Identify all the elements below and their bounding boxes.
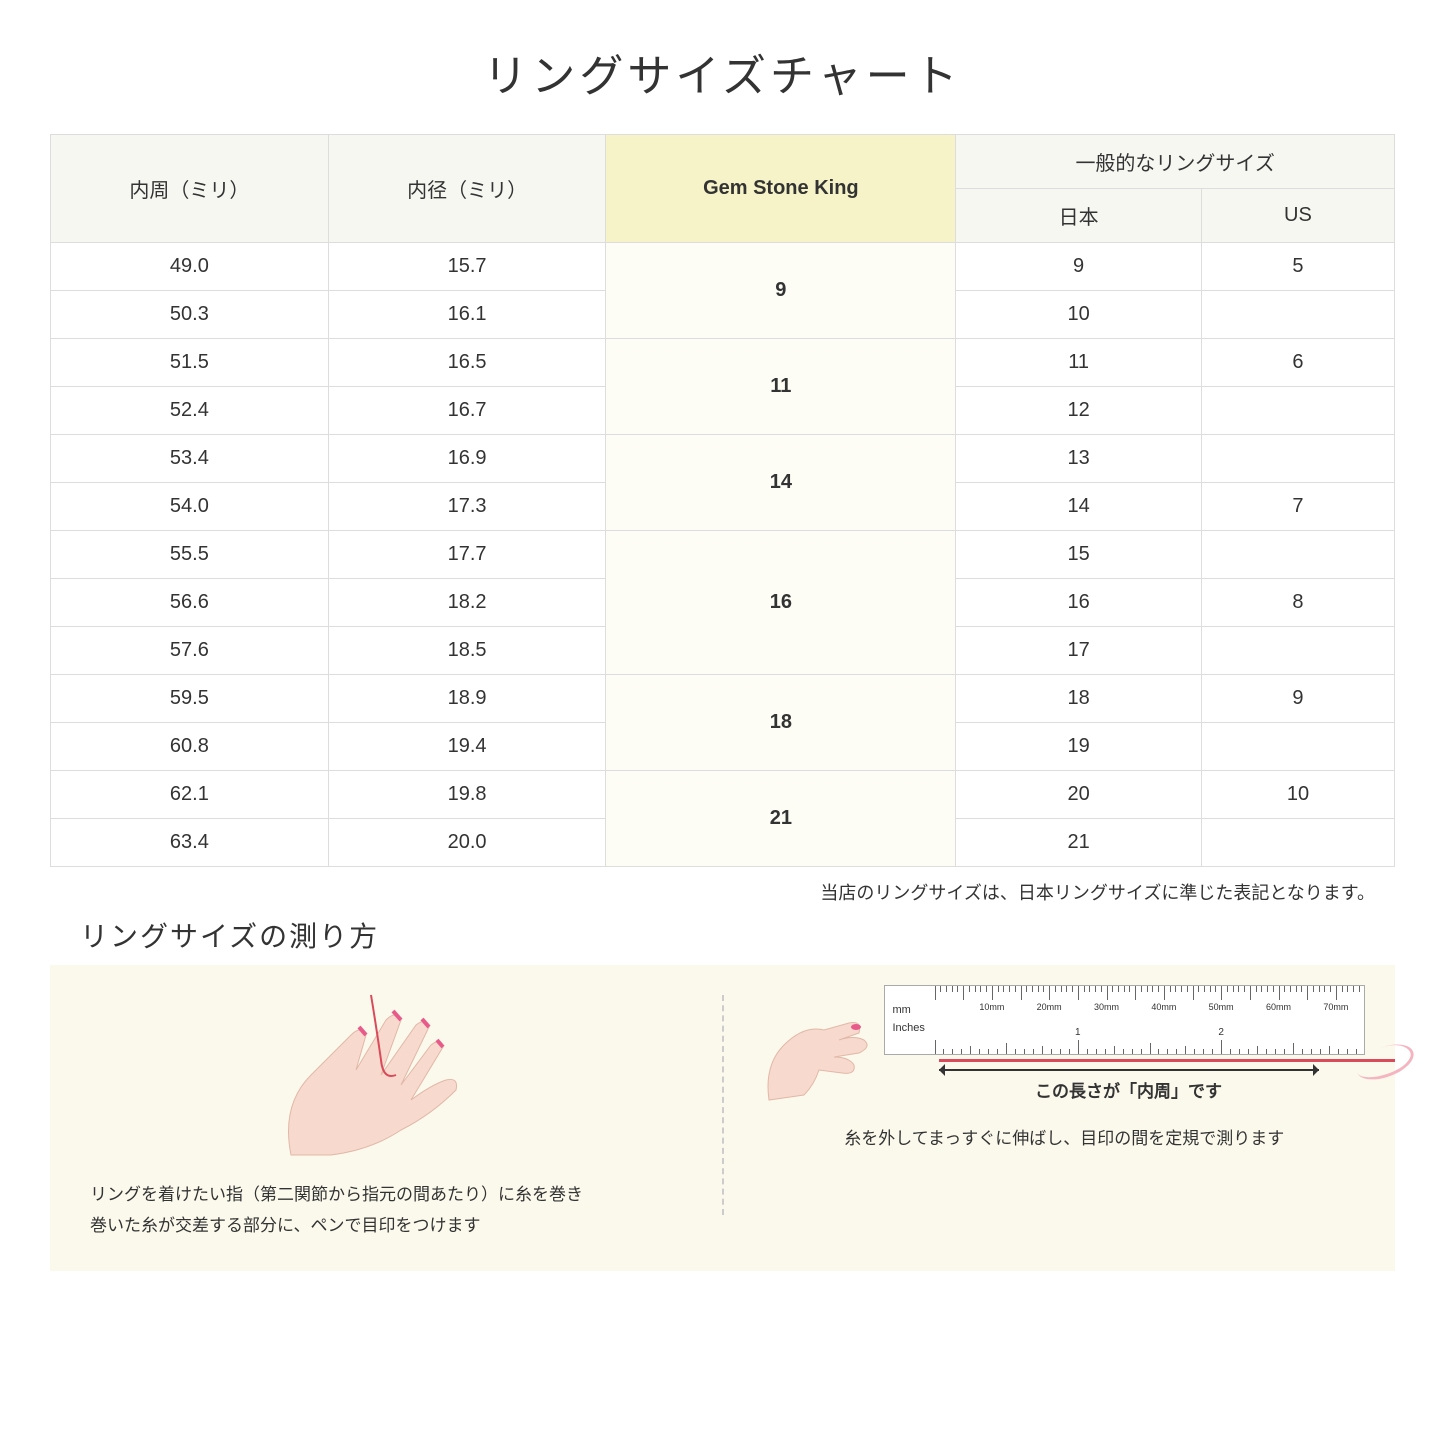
ruler-illustration: 10mm20mm30mm40mm50mm60mm70mm mm Inches 1… bbox=[884, 985, 1366, 1055]
measurement-arrow bbox=[939, 1069, 1319, 1071]
step-2: 10mm20mm30mm40mm50mm60mm70mm mm Inches 1… bbox=[764, 985, 1366, 1241]
th-japan: 日本 bbox=[956, 189, 1202, 243]
thread-line bbox=[939, 1059, 1396, 1062]
table-row: 55.517.71615 bbox=[51, 531, 1395, 579]
table-note: 当店のリングサイズは、日本リングサイズに準じた表記となります。 bbox=[50, 879, 1395, 905]
table-row: 59.518.918189 bbox=[51, 675, 1395, 723]
th-us: US bbox=[1201, 189, 1394, 243]
instructions-title: リングサイズの測り方 bbox=[80, 915, 1395, 955]
th-gsk: Gem Stone King bbox=[606, 135, 956, 243]
instructions-panel: リングを着けたい指（第二関節から指元の間あたり）に糸を巻き 巻いた糸が交差する部… bbox=[50, 965, 1395, 1271]
th-common: 一般的なリングサイズ bbox=[956, 135, 1395, 189]
ruler-area: 10mm20mm30mm40mm50mm60mm70mm mm Inches 1… bbox=[884, 985, 1366, 1114]
table-row: 62.119.8212010 bbox=[51, 771, 1395, 819]
step-divider bbox=[722, 995, 724, 1215]
table-row: 53.416.91413 bbox=[51, 435, 1395, 483]
ring-size-table: 内周（ミリ） 内径（ミリ） Gem Stone King 一般的なリングサイズ … bbox=[50, 134, 1395, 867]
measurement-label: この長さが「内周」です bbox=[939, 1077, 1319, 1102]
step-1-caption: リングを着けたい指（第二関節から指元の間あたり）に糸を巻き 巻いた糸が交差する部… bbox=[80, 1180, 682, 1241]
ruler-inches-label: Inches bbox=[893, 1022, 925, 1034]
hand-holding-illustration bbox=[764, 985, 874, 1105]
hand-wrapping-illustration bbox=[231, 985, 531, 1165]
table-row: 51.516.511116 bbox=[51, 339, 1395, 387]
ruler-mm-label: mm bbox=[893, 1004, 911, 1016]
page-title: リングサイズチャート bbox=[50, 40, 1395, 104]
th-circumference: 内周（ミリ） bbox=[51, 135, 329, 243]
step-2-caption: 糸を外してまっすぐに伸ばし、目印の間を定規で測ります bbox=[764, 1124, 1366, 1155]
th-diameter: 内径（ミリ） bbox=[328, 135, 606, 243]
step-1: リングを着けたい指（第二関節から指元の間あたり）に糸を巻き 巻いた糸が交差する部… bbox=[80, 985, 682, 1241]
table-row: 49.015.7995 bbox=[51, 243, 1395, 291]
